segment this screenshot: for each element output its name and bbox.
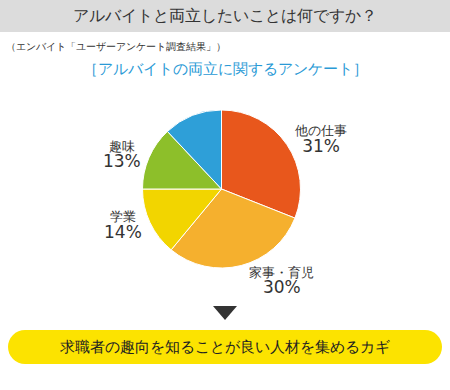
svg-text:学業14%: 学業14% — [104, 209, 142, 242]
html-text:アルバイトと両立したいことは何ですか？: アルバイトと両立したいことは何ですか？ — [73, 6, 377, 25]
html-text:［アルバイトの両立に関するアンケート］: ［アルバイトの両立に関するアンケート］ — [82, 60, 368, 78]
html-text:求職者の趣向を知ることが良い人材を集めるカギ: 求職者の趣向を知ることが良い人材を集めるカギ — [60, 338, 390, 356]
svg-text:他の仕事31%: 他の仕事31% — [295, 123, 347, 156]
html-text:（エンバイト「ユーザーアンケート調査結果」）: （エンバイト「ユーザーアンケート調査結果」） — [6, 41, 226, 52]
svg-text:趣味13%: 趣味13% — [103, 139, 141, 172]
svg-text:家事・育児30%: 家事・育児30% — [249, 265, 314, 298]
